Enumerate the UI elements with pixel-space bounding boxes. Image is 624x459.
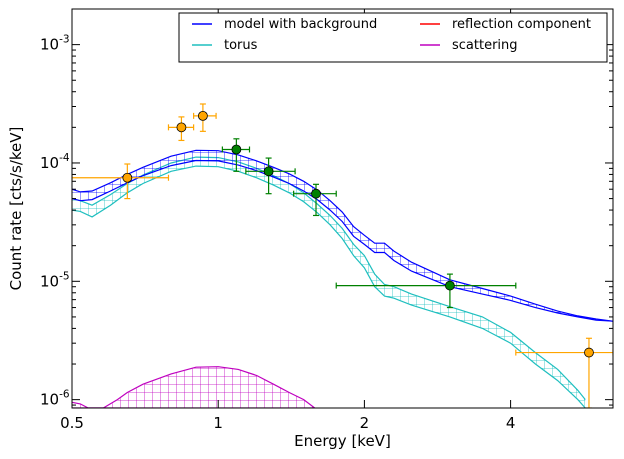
data-point-marker [122, 172, 133, 183]
data-point-green-7 [335, 273, 517, 309]
legend-entry: model with background [192, 17, 377, 32]
data-point-orange-2 [193, 103, 217, 132]
x-tick-label: 1 [213, 414, 223, 432]
legend: model with background torus reflection com… [178, 12, 608, 63]
data-point-green-4 [221, 138, 251, 172]
y-axis-label: Count rate [cts/s/keV] [7, 127, 25, 291]
data-point-orange-0 [72, 163, 170, 200]
band-model-with-background [72, 149, 613, 322]
y-tick-label: 10-6 [40, 389, 70, 409]
x-axis-label: Energy [keV] [294, 432, 391, 450]
legend-label: scattering [452, 38, 518, 53]
data-point-marker [584, 347, 594, 358]
data-point-marker [263, 166, 274, 177]
x-tick-label: 0.5 [60, 414, 84, 432]
y-tick-label: 10-5 [40, 270, 70, 290]
band-lower-line [72, 159, 613, 322]
legend-entry: scattering [420, 38, 518, 53]
data-point-green-5 [245, 157, 296, 195]
data-point-marker [176, 122, 187, 133]
x-tick-label: 2 [360, 414, 370, 432]
legend-entry: reflection component [420, 17, 591, 32]
data-point-marker [445, 280, 455, 291]
y-tick-label: 10-3 [40, 34, 70, 54]
data-points [72, 103, 613, 408]
legend-label: reflection component [452, 17, 591, 32]
data-point-marker [231, 144, 242, 155]
axis-ticks [71, 8, 613, 408]
legend-label: torus [224, 38, 258, 53]
band-lower-line [72, 165, 586, 408]
legend-entry: torus [192, 38, 258, 53]
band-torus [72, 156, 586, 408]
tick-labels: 0.5 1 2 4 10-6 10-5 10-4 10-3 [40, 34, 515, 432]
legend-label: model with background [224, 17, 377, 32]
data-point-marker [197, 110, 208, 121]
data-point-orange-1 [167, 116, 195, 142]
x-tick-label: 4 [506, 414, 516, 432]
band-scattering [72, 366, 316, 408]
band-fill [72, 157, 586, 408]
y-tick-label: 10-4 [40, 152, 70, 172]
band-upper-line [72, 366, 316, 408]
model-bands [72, 149, 613, 408]
band-fill [72, 366, 315, 408]
band-upper-line [72, 149, 613, 322]
data-point-marker [311, 188, 321, 199]
data-point-green-6 [293, 183, 337, 217]
legend-box [178, 12, 608, 63]
plot-frame [71, 8, 614, 409]
data-point-orange-3 [515, 337, 613, 408]
